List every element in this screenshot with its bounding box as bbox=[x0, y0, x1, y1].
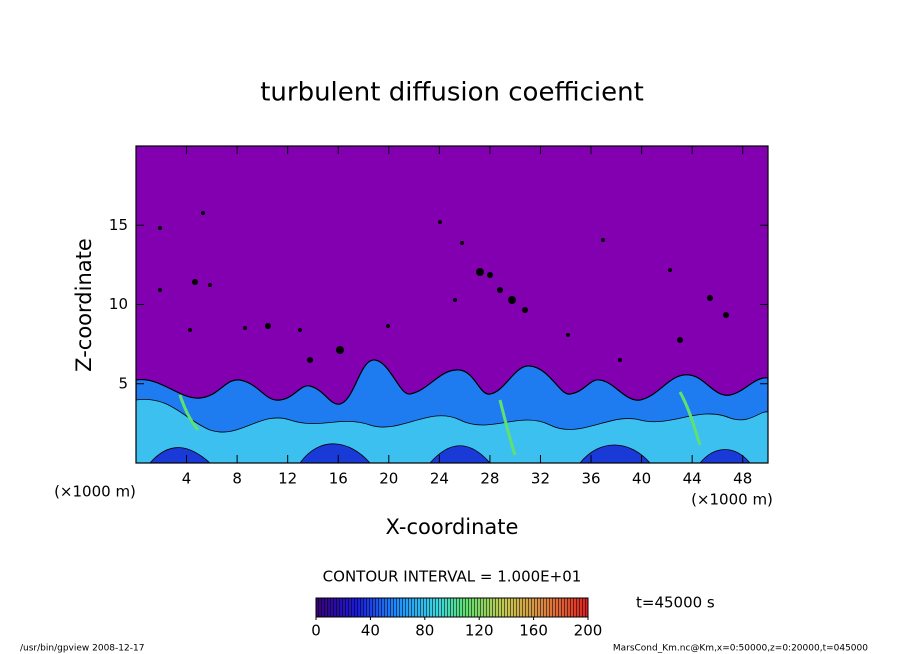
x-unit: (×1000 m) bbox=[691, 491, 773, 509]
x-tick-label: 24 bbox=[430, 470, 449, 488]
y-axis-label: Z-coordinate bbox=[72, 238, 96, 372]
colorbar-tick-label: 40 bbox=[361, 622, 380, 640]
x-tick-label: 12 bbox=[278, 470, 297, 488]
y-tick-label: 10 bbox=[109, 295, 128, 313]
field-dots bbox=[158, 211, 729, 363]
y-tick-label: 5 bbox=[118, 374, 128, 392]
x-tick-label: 48 bbox=[733, 470, 752, 488]
x-tick-label: 20 bbox=[379, 470, 398, 488]
x-tick-label: 36 bbox=[581, 470, 600, 488]
x-tick-label: 4 bbox=[182, 470, 192, 488]
x-tick-label: 40 bbox=[632, 470, 651, 488]
footer-right: MarsCond_Km.nc@Km,x=0:50000,z=0:20000,t=… bbox=[613, 644, 868, 654]
footer-left: /usr/bin/gpview 2008-12-17 bbox=[20, 644, 144, 654]
x-axis-label: X-coordinate bbox=[386, 515, 519, 539]
x-tick-label: 8 bbox=[232, 470, 242, 488]
colorbar-tick-label: 120 bbox=[465, 622, 494, 640]
chart-title: turbulent diffusion coefficient bbox=[260, 78, 644, 108]
colorbar-tick-label: 160 bbox=[519, 622, 548, 640]
contour-interval: CONTOUR INTERVAL = 1.000E+01 bbox=[323, 568, 582, 586]
x-tick-label: 32 bbox=[531, 470, 550, 488]
field-highlights bbox=[178, 391, 702, 456]
colorbar-tick-label: 0 bbox=[311, 622, 321, 640]
field bbox=[136, 146, 768, 463]
time-label: t=45000 s bbox=[636, 594, 715, 612]
colorbar-tick-label: 200 bbox=[574, 622, 603, 640]
colorbar-stripes bbox=[315, 597, 589, 618]
y-tick-label: 15 bbox=[109, 216, 128, 234]
y-unit: (×1000 m) bbox=[54, 483, 136, 501]
colorbar-tick-label: 80 bbox=[415, 622, 434, 640]
x-tick-label: 16 bbox=[329, 470, 348, 488]
x-tick-label: 28 bbox=[480, 470, 499, 488]
field-patches bbox=[149, 443, 751, 463]
x-tick-label: 44 bbox=[683, 470, 702, 488]
